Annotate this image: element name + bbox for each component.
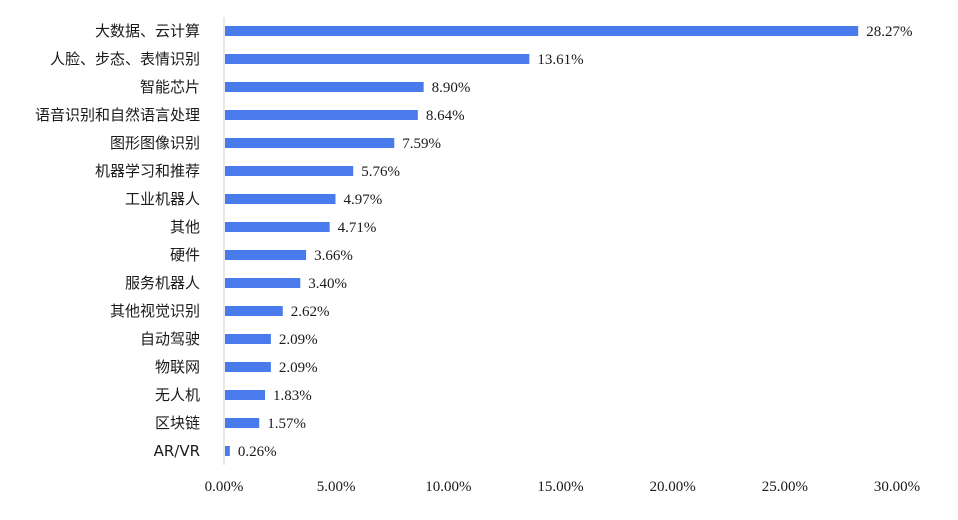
bar	[225, 334, 271, 344]
value-label: 8.90%	[432, 80, 471, 96]
value-label: 2.62%	[291, 304, 330, 320]
bar	[225, 194, 336, 204]
category-labels: 大数据、云计算人脸、步态、表情识别智能芯片语音识别和自然语言处理图形图像识别机器…	[35, 22, 200, 460]
x-tick-label: 15.00%	[537, 479, 583, 495]
category-label: 人脸、步态、表情识别	[50, 50, 200, 68]
category-label: 其他视觉识别	[110, 302, 200, 320]
bar	[225, 110, 418, 120]
value-label: 5.76%	[361, 164, 400, 180]
category-label: 自动驾驶	[140, 330, 200, 348]
category-label: 机器学习和推荐	[95, 162, 200, 180]
category-label: 硬件	[170, 246, 200, 264]
value-label: 3.40%	[308, 276, 347, 292]
value-label: 8.64%	[426, 108, 465, 124]
bar	[225, 278, 301, 288]
category-label: 智能芯片	[140, 78, 200, 96]
bar	[225, 306, 283, 316]
value-label: 13.61%	[537, 52, 583, 68]
category-label: 区块链	[155, 414, 200, 432]
value-label: 4.97%	[343, 192, 382, 208]
category-label: 工业机器人	[125, 190, 200, 208]
x-tick-label: 5.00%	[317, 479, 356, 495]
x-tick-label: 0.00%	[205, 479, 244, 495]
value-labels: 28.27% 13.61% 8.90% 8.64% 7.59%5.76% 4.97% 4.7…	[238, 24, 913, 460]
category-label: 其他	[170, 218, 200, 236]
bar	[225, 26, 859, 36]
value-label: 2.09%	[279, 360, 318, 376]
x-tick-label: 25.00%	[762, 479, 808, 495]
bar	[225, 418, 260, 428]
bar	[225, 82, 424, 92]
bars	[225, 26, 859, 456]
category-label: 语音识别和自然语言处理	[35, 106, 200, 124]
value-label: 7.59%	[402, 136, 441, 152]
category-label: 大数据、云计算	[95, 22, 200, 40]
category-label: 图形图像识别	[110, 134, 200, 152]
bar	[225, 222, 330, 232]
value-label: 28.27%	[866, 24, 912, 40]
category-label: 服务机器人	[125, 274, 200, 292]
bar	[225, 250, 307, 260]
bar	[225, 362, 271, 372]
x-axis-tick-labels: 0.00% 5.00% 10.00% 15.00% 20.00% 25.00% 30.00%	[205, 479, 921, 495]
category-label: 无人机	[155, 386, 200, 404]
category-label: 物联网	[155, 358, 200, 376]
bar	[225, 446, 230, 456]
x-tick-label: 30.00%	[874, 479, 920, 495]
value-label: 0.26%	[238, 444, 277, 460]
bar	[225, 166, 354, 176]
bar	[225, 138, 395, 148]
value-label: 1.57%	[267, 416, 306, 432]
bar	[225, 390, 266, 400]
x-tick-label: 10.00%	[425, 479, 471, 495]
value-label: 3.66%	[314, 248, 353, 264]
value-label: 1.83%	[273, 388, 312, 404]
category-label: AR/VR	[154, 442, 200, 460]
bar	[225, 54, 530, 64]
value-label: 4.71%	[338, 220, 377, 236]
value-label: 2.09%	[279, 332, 318, 348]
x-tick-label: 20.00%	[650, 479, 696, 495]
